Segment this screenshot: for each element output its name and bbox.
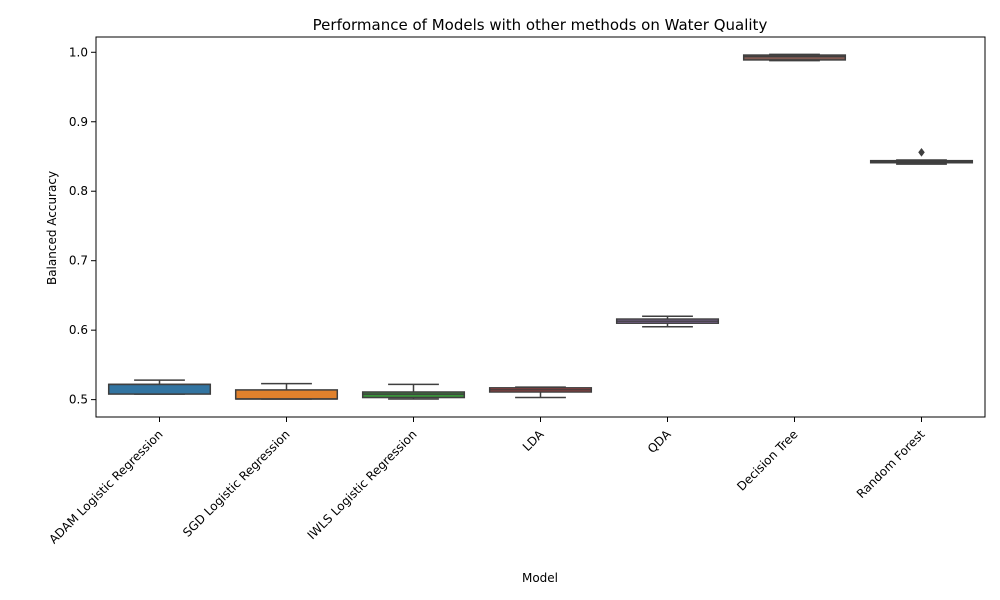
box-5 [615, 315, 720, 328]
chart-title: Performance of Models with other methods… [313, 16, 768, 34]
x-tick-label: QDA [645, 427, 674, 456]
box-4 [488, 386, 593, 399]
boxes-group [107, 53, 974, 400]
x-axis-label: Model [522, 571, 558, 585]
y-axis-label: Balanced Accuracy [45, 171, 59, 285]
box-3 [361, 383, 466, 400]
x-tick-label: IWLS Logistic Regression [305, 427, 420, 542]
x-tick-label: SGD Logistic Regression [180, 427, 292, 539]
box-6 [742, 53, 847, 62]
box-7 [869, 147, 974, 165]
iqr-box [742, 54, 847, 61]
y-tick-label: 0.7 [69, 254, 88, 268]
x-tick-label: Random Forest [854, 427, 928, 501]
box-1 [107, 379, 212, 395]
y-tick-label: 0.5 [69, 393, 88, 407]
y-axis: 0.5 0.6 0.7 0.8 0.9 1.0 [69, 45, 96, 407]
box-2 [234, 382, 339, 400]
y-tick-label: 0.6 [69, 323, 88, 337]
x-tick-label: Decision Tree [734, 427, 800, 493]
x-axis: ADAM Logistic Regression SGD Logistic Reg… [46, 417, 928, 547]
iqr-box [107, 383, 212, 395]
outlier-point [918, 147, 925, 157]
y-tick-label: 0.9 [69, 115, 88, 129]
iqr-box [234, 389, 339, 400]
plot-area-frame [95, 36, 986, 418]
x-tick-label: LDA [520, 427, 547, 454]
y-tick-label: 0.8 [69, 184, 88, 198]
y-tick-label: 1.0 [69, 45, 88, 59]
x-tick-label: ADAM Logistic Regression [46, 427, 165, 546]
